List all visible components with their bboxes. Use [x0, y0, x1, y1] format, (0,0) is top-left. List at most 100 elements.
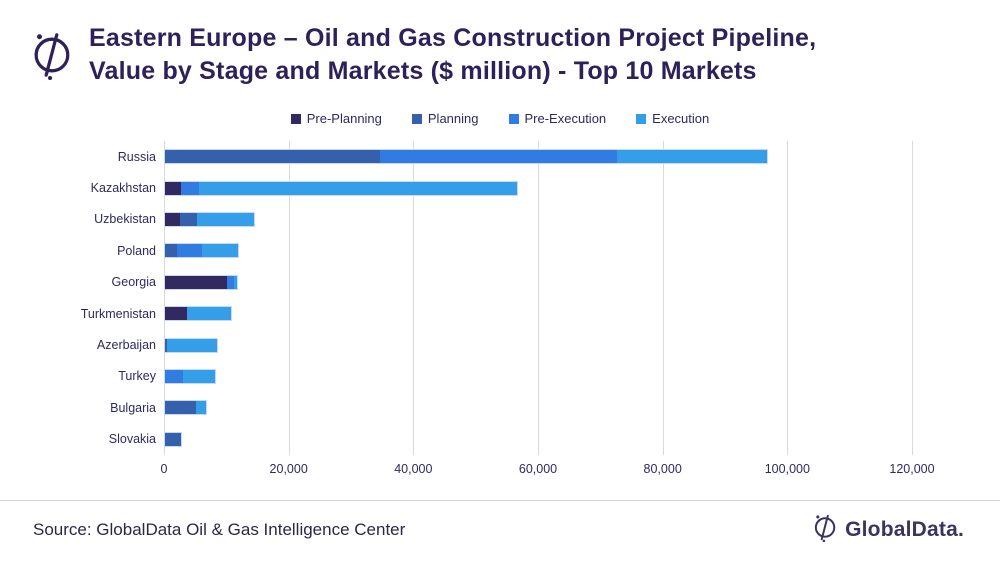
bar-zone [164, 211, 912, 227]
bar-segment-execution [616, 150, 767, 164]
stacked-bar [164, 306, 233, 322]
brand-name: GlobalData. [845, 518, 964, 541]
bar-segment-pre-planning [165, 275, 228, 289]
legend-item: Pre-Planning [290, 111, 382, 126]
stacked-bar [164, 180, 519, 196]
bar-row: Azerbaijan [0, 329, 912, 360]
category-label: Slovakia [108, 432, 156, 447]
gridline [288, 141, 290, 455]
gridline [413, 141, 415, 455]
bar-zone [164, 180, 912, 196]
legend-label: Planning [427, 111, 479, 126]
legend-label: Pre-Execution [524, 111, 607, 126]
bar-row: Georgia [0, 267, 912, 298]
category-label: Bulgaria [110, 400, 156, 415]
category-label: Turkey [118, 369, 156, 384]
stacked-bar [164, 337, 219, 353]
bar-segment-planning [165, 432, 181, 446]
bar-segment-execution [199, 181, 518, 195]
bar-zone [164, 431, 912, 447]
category-label: Azerbaijan [96, 338, 156, 353]
gridline [787, 141, 789, 455]
category-label: Turkmenistan [80, 306, 156, 321]
header: Eastern Europe – Oil and Gas Constructio… [28, 22, 816, 88]
bar-zone [164, 274, 912, 290]
bar-segment-execution [202, 244, 238, 258]
bar-zone [164, 368, 912, 384]
gridlines [164, 141, 913, 455]
bar-segment-pre-execution [176, 244, 203, 258]
footer-divider [0, 500, 1000, 501]
axis-tick-label: 20,000 [269, 462, 308, 476]
legend-swatch [411, 113, 422, 124]
bar-zone [164, 337, 912, 353]
gridline [164, 141, 165, 455]
category-label: Kazakhstan [90, 181, 156, 196]
bar-row: Russia [0, 141, 912, 172]
legend-item: Execution [636, 111, 709, 126]
axis-tick-label: 60,000 [518, 462, 558, 476]
stacked-bar [164, 400, 208, 416]
bar-row: Uzbekistan [0, 204, 912, 235]
axis-tick-label: 100,000 [764, 462, 810, 476]
stacked-bar [164, 431, 182, 447]
source-text: Source: GlobalData Oil & Gas Intelligenc… [33, 520, 406, 539]
axis-tick-label: 80,000 [643, 462, 682, 476]
category-label: Georgia [111, 275, 156, 290]
x-axis: 0 20,000 40,000 60,000 80,000 100,000 120,000 [160, 462, 935, 482]
chart-legend: Pre-Planning Planning Pre-Execution Executi… [0, 111, 1000, 126]
legend-item: Pre-Execution [508, 111, 607, 126]
axis-tick-label: 120,000 [889, 462, 935, 476]
bar-segment-pre-planning [165, 181, 181, 195]
category-label: Uzbekistan [94, 212, 156, 227]
bar-segment-pre-planning [165, 307, 187, 321]
gridline [538, 141, 539, 455]
bar-row: Slovakia [0, 424, 912, 455]
stacked-bar [164, 368, 216, 384]
bar-segment-execution [166, 338, 218, 352]
bar-segment-planning [165, 150, 381, 164]
bar-segment-pre-execution [227, 275, 235, 289]
legend-swatch [636, 113, 647, 124]
stacked-bar [164, 274, 238, 290]
bar-segment-planning [165, 401, 196, 415]
bar-segment-execution [186, 307, 232, 321]
category-label: Poland [117, 243, 156, 258]
stacked-bar-chart: Russia Kazakhstan Uzbekistan Poland Georgia T… [0, 141, 1000, 486]
bar-segment-execution [197, 212, 255, 226]
legend-swatch [290, 113, 301, 124]
bar-segment-execution [183, 369, 215, 383]
legend-label: Pre-Planning [306, 111, 382, 126]
axis-tick-label: 0 [160, 462, 168, 476]
bar-zone [164, 306, 912, 322]
bar-segment-execution [195, 401, 207, 415]
gridline [912, 141, 913, 455]
legend-label: Execution [652, 111, 710, 126]
stacked-bar [164, 149, 768, 165]
bar-segment-pre-planning [165, 212, 180, 226]
category-label: Russia [117, 149, 156, 164]
page-title: Eastern Europe – Oil and Gas Constructio… [89, 22, 816, 88]
axis-tick-label: 40,000 [394, 462, 433, 476]
bar-segment-execution [234, 275, 237, 289]
bar-segment-pre-execution [380, 150, 617, 164]
brand-logo: GlobalData. [811, 513, 964, 547]
bar-row: Bulgaria [0, 392, 912, 423]
globaldata-compass-icon-small [811, 513, 838, 547]
bar-row: Turkey [0, 361, 912, 392]
bar-zone [164, 243, 912, 259]
bar-segment-pre-execution [165, 369, 184, 383]
chart-rows: Russia Kazakhstan Uzbekistan Poland Georgia T… [0, 141, 912, 455]
legend-item: Planning [411, 111, 479, 126]
bar-zone [164, 400, 912, 416]
bar-segment-pre-execution [180, 181, 200, 195]
gridline [662, 141, 664, 455]
stacked-bar [164, 211, 256, 227]
page-title-line2: Value by Stage and Markets ($ million) -… [89, 57, 757, 85]
bar-row: Turkmenistan [0, 298, 912, 329]
bar-segment-planning [165, 338, 167, 352]
bar-segment-planning [179, 212, 198, 226]
bar-row: Kazakhstan [0, 172, 912, 203]
bar-zone [164, 149, 912, 165]
